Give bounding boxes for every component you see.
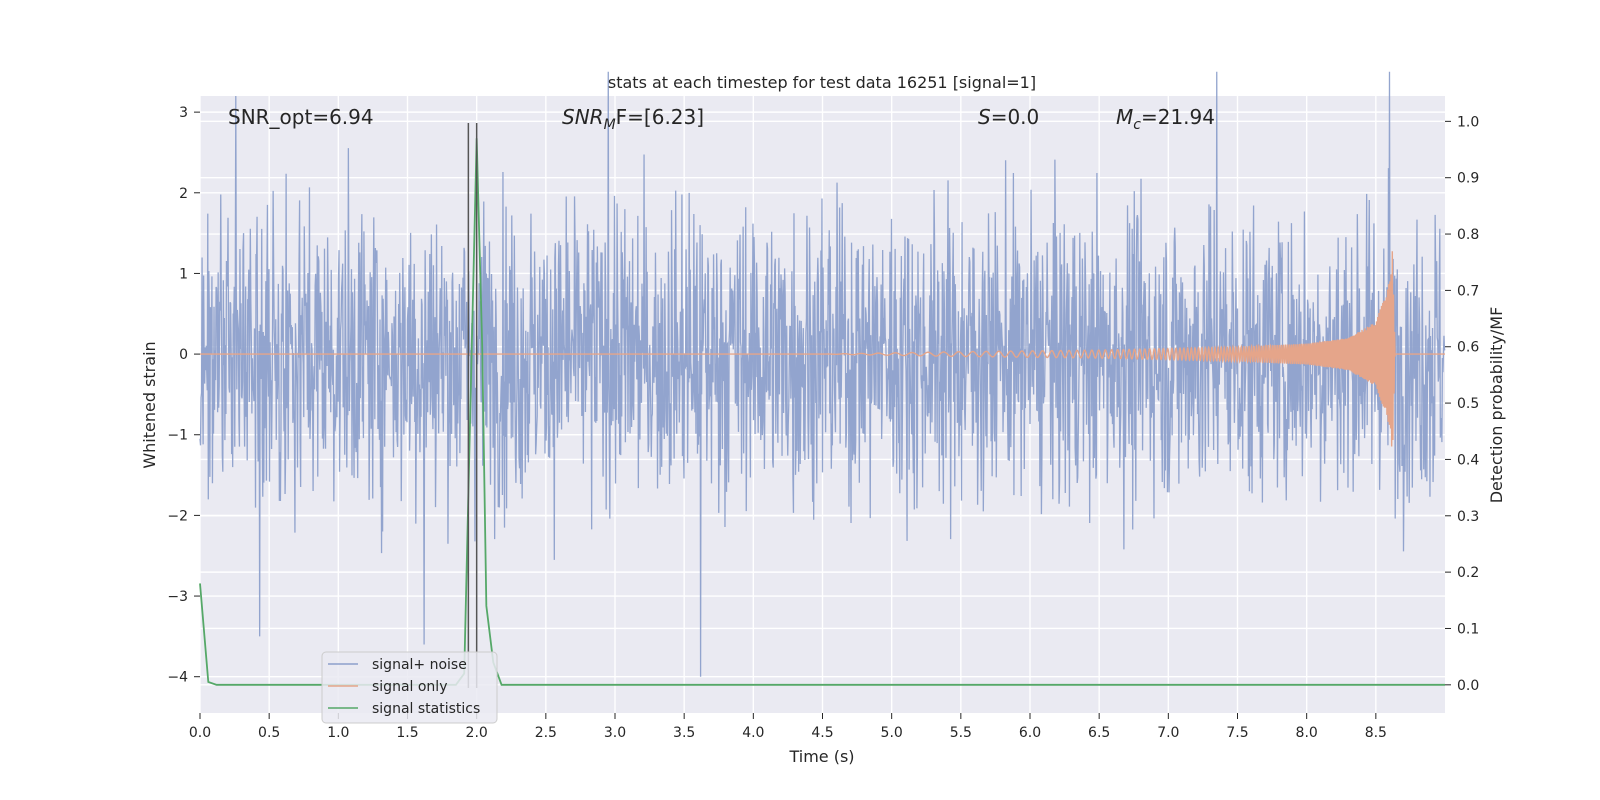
y-right-tick-labels: 1.0 0.9 0.8 0.7 0.6 0.5 0.4 0.3 0.2 0.1 0.0 <box>1445 114 1479 694</box>
series-signal-noise <box>199 71 1446 677</box>
y-right-tick-label: 0.4 <box>1457 452 1479 468</box>
y-tick-label: 1 <box>179 266 188 282</box>
x-tick-label: 3.0 <box>604 725 626 741</box>
x-axis-label: Time (s) <box>788 747 854 766</box>
x-tick-label: 0.5 <box>258 725 280 741</box>
x-tick-label: 6.0 <box>1019 725 1041 741</box>
y-tick-label: 2 <box>179 186 188 202</box>
y-tick-label: −3 <box>167 589 188 605</box>
annotation-snr-opt: SNR_opt=6.94 <box>228 105 374 129</box>
noise-line <box>199 71 1446 677</box>
y-right-tick-label: 0.7 <box>1457 283 1479 299</box>
y-axis-label: Whitened strain <box>140 341 159 468</box>
x-tick-label: 1.5 <box>396 725 418 741</box>
y-right-tick-label: 0.8 <box>1457 227 1479 243</box>
y-tick-label: 3 <box>179 105 188 121</box>
y-right-tick-label: 0.3 <box>1457 509 1479 525</box>
y-tick-label: −1 <box>167 428 188 444</box>
y-tick-label: 0 <box>179 347 188 363</box>
signal-only-line <box>200 251 1445 447</box>
x-tick-label: 7.5 <box>1226 725 1248 741</box>
legend-box <box>321 651 498 724</box>
y-right-tick-label: 0.0 <box>1457 678 1479 694</box>
chart-title: stats at each timestep for test data 162… <box>608 73 1036 92</box>
y-tick-label: −4 <box>167 670 188 686</box>
x-tick-label: 2.5 <box>535 725 557 741</box>
x-tick-label: 5.0 <box>881 725 903 741</box>
x-tick-label: 3.5 <box>673 725 695 741</box>
x-tick-label: 7.0 <box>1157 725 1179 741</box>
y-right-tick-label: 0.2 <box>1457 565 1479 581</box>
y-tick-labels: 3 2 1 0 −1 −2 −3 −4 <box>167 105 200 686</box>
legend-label-signal: signal only <box>372 679 447 695</box>
legend: signal+ noise signal only signal statist… <box>321 651 498 724</box>
legend-label-noise: signal+ noise <box>372 657 467 673</box>
x-tick-label: 0.0 <box>189 725 211 741</box>
x-tick-label: 6.5 <box>1088 725 1110 741</box>
y-right-tick-label: 0.1 <box>1457 621 1479 637</box>
y-right-tick-label: 0.6 <box>1457 340 1479 356</box>
series-signal-only <box>200 251 1445 447</box>
x-tick-label: 2.0 <box>466 725 488 741</box>
vertical-markers <box>467 123 478 688</box>
annotation-s: S=0.0 <box>978 105 1039 129</box>
x-tick-label: 5.5 <box>950 725 972 741</box>
x-tick-label: 8.5 <box>1365 725 1387 741</box>
y-right-tick-label: 0.9 <box>1457 171 1479 187</box>
x-tick-label: 4.0 <box>742 725 764 741</box>
x-tick-label: 4.5 <box>811 725 833 741</box>
x-tick-label: 1.0 <box>327 725 349 741</box>
legend-label-stats: signal statistics <box>372 701 480 717</box>
x-tick-labels: 0.0 0.5 1.0 1.5 2.0 2.5 3.0 3.5 4.0 4.5 5.0 5.5 6.0 6… <box>189 713 1387 741</box>
y-right-tick-label: 1.0 <box>1457 114 1479 130</box>
annotation-snr-mf: SNRMF=[6.23] <box>562 105 704 133</box>
y-right-tick-label: 0.5 <box>1457 396 1479 412</box>
y-tick-label: −2 <box>167 508 188 524</box>
y-right-axis-label: Detection probability/MF <box>1487 307 1506 504</box>
annotation-mc: Mc=21.94 <box>1116 105 1215 133</box>
x-tick-label: 8.0 <box>1296 725 1318 741</box>
